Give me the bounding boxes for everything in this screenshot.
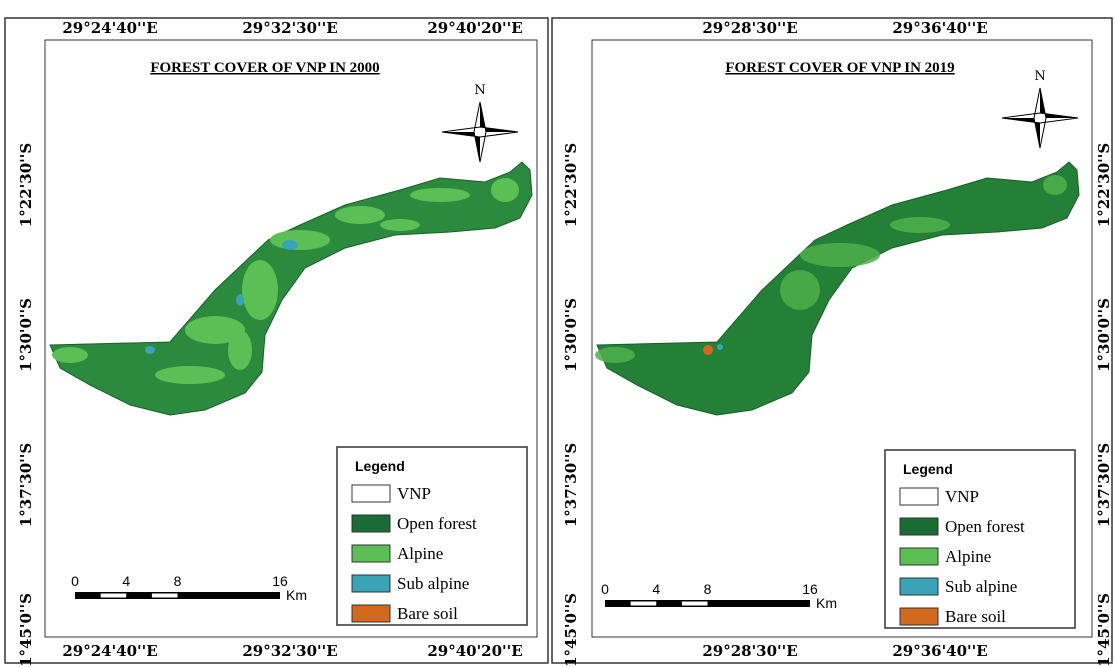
longitude-label: 29°32'30''E — [242, 19, 337, 37]
latitude-label: 1°30'0''S — [562, 298, 580, 372]
legend-title: Legend — [903, 461, 953, 477]
legend-label: Alpine — [397, 544, 443, 563]
longitude-label: 29°32'30''E — [242, 642, 337, 660]
legend-label: Sub alpine — [945, 577, 1017, 596]
longitude-label: 29°36'40''E — [892, 642, 987, 660]
legend-label: Open forest — [397, 514, 477, 533]
scale-label: 8 — [704, 581, 712, 597]
latitude-label: 1°22'30''S — [562, 143, 580, 227]
legend-label: Open forest — [945, 517, 1025, 536]
scale-label: 4 — [652, 581, 660, 597]
longitude-label: 29°24'40''E — [62, 642, 157, 660]
scale-unit: Km — [286, 587, 307, 603]
latitude-label: 1°30'0''S — [1095, 298, 1113, 372]
longitude-label: 29°36'40''E — [892, 19, 987, 37]
longitude-label: 29°28'30''E — [702, 19, 797, 37]
latitude-label: 1°45'0''S — [562, 593, 580, 667]
scale-label: 8 — [174, 573, 182, 589]
map-figure: FOREST COVER OF VNP IN 2000 29°24'40''E 29… — [0, 0, 1115, 667]
legend-swatch — [352, 605, 390, 622]
bare-soil-patch — [703, 345, 713, 355]
longitude-label: 29°24'40''E — [62, 19, 157, 37]
legend-swatch — [352, 545, 390, 562]
scale-bar-segment — [682, 602, 708, 606]
scale-label: 0 — [71, 573, 79, 589]
legend-label: Bare soil — [945, 607, 1006, 626]
legend-swatch — [900, 548, 938, 565]
legend-swatch — [352, 515, 390, 532]
map-title: FOREST COVER OF VNP IN 2000 — [150, 60, 379, 76]
latitude-label: 1°22'30''S — [1095, 143, 1113, 227]
legend-swatch — [900, 488, 938, 505]
latitude-label: 1°37'30''S — [17, 443, 35, 527]
north-label: N — [474, 83, 485, 98]
scale-bar-segment — [631, 602, 657, 606]
longitude-label: 29°40'20''E — [427, 642, 522, 660]
panel-2000: FOREST COVER OF VNP IN 2000 29°24'40''E 29… — [5, 18, 548, 667]
scale-label: 0 — [601, 581, 609, 597]
legend-label: VNP — [945, 487, 979, 506]
scale-bar-segment — [152, 594, 178, 598]
legend-swatch — [900, 608, 938, 625]
legend-swatch — [352, 575, 390, 592]
legend-swatch — [900, 578, 938, 595]
legend-label: VNP — [397, 484, 431, 503]
scale-unit: Km — [816, 595, 837, 611]
scale-label: 4 — [122, 573, 130, 589]
legend-label: Bare soil — [397, 604, 458, 623]
legend-label: Alpine — [945, 547, 991, 566]
legend-swatch — [900, 518, 938, 535]
legend-title: Legend — [355, 458, 405, 474]
sub-alpine-patch — [717, 344, 723, 350]
legend-swatch — [352, 485, 390, 502]
north-label: N — [1034, 69, 1045, 84]
latitude-label: 1°45'0''S — [1095, 593, 1113, 667]
longitude-label: 29°28'30''E — [702, 642, 797, 660]
latitude-label: 1°30'0''S — [17, 298, 35, 372]
latitude-label: 1°22'30''S — [17, 143, 35, 227]
latitude-label: 1°37'30''S — [562, 443, 580, 527]
longitude-label: 29°40'20''E — [427, 19, 522, 37]
map-title: FOREST COVER OF VNP IN 2019 — [725, 60, 954, 76]
legend-label: Sub alpine — [397, 574, 469, 593]
latitude-label: 1°45'0''S — [17, 593, 35, 667]
latitude-label: 1°37'30''S — [1095, 443, 1113, 527]
panel-2019: FOREST COVER OF VNP IN 2019 29°28'30''E 29… — [552, 18, 1113, 667]
scale-bar-segment — [101, 594, 127, 598]
